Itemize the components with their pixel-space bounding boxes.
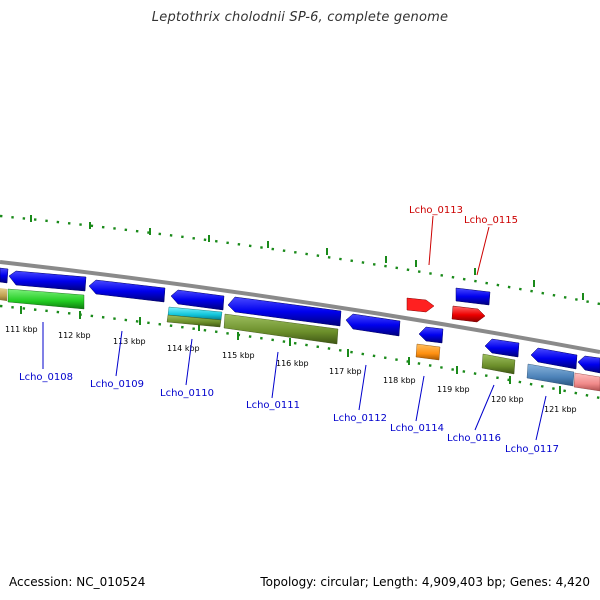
gene-arrow[interactable] xyxy=(530,347,578,370)
forward-strand xyxy=(406,287,491,313)
gene-labels: Lcho_0108 Lcho_0109 Lcho_0110 Lcho_0111 … xyxy=(19,205,559,455)
gene-arrow[interactable] xyxy=(227,296,342,327)
gene-label-lcho-0111[interactable]: Lcho_0111 xyxy=(246,400,300,411)
gene-arrow[interactable] xyxy=(0,267,9,284)
gene-function-bar[interactable] xyxy=(223,313,339,345)
gene-label-lcho-0112[interactable]: Lcho_0112 xyxy=(333,413,387,424)
gene-label-lcho-0115[interactable]: Lcho_0115 xyxy=(464,215,518,226)
gene-label-lcho-0116[interactable]: Lcho_0116 xyxy=(447,433,501,444)
gene-arrow[interactable] xyxy=(418,326,444,344)
tick-label: 120 kbp xyxy=(491,395,524,404)
gene-arrow[interactable] xyxy=(455,287,491,306)
tick-labels: 111 kbp 112 kbp 113 kbp 114 kbp 115 kbp … xyxy=(5,325,577,414)
gene-arrow[interactable] xyxy=(345,313,401,337)
tick-label: 112 kbp xyxy=(58,331,91,340)
map-title: Leptothrix cholodnii SP-6, complete geno… xyxy=(151,10,449,25)
gene-label-lcho-0114[interactable]: Lcho_0114 xyxy=(390,423,444,434)
tick-label: 111 kbp xyxy=(5,325,38,334)
gene-label-lcho-0108[interactable]: Lcho_0108 xyxy=(19,372,73,383)
tick-label: 121 kbp xyxy=(544,405,577,414)
tick-label: 119 kbp xyxy=(437,385,470,394)
gene-function-bar[interactable] xyxy=(526,363,575,387)
outer-scale xyxy=(0,214,600,306)
gene-arrow[interactable] xyxy=(577,355,600,374)
leader-lines xyxy=(42,215,547,441)
genome-summary-text: Topology: circular; Length: 4,909,403 bp… xyxy=(260,575,590,589)
tick-label: 113 kbp xyxy=(113,337,146,346)
gene-function-bar[interactable] xyxy=(481,353,516,375)
gene-arrow[interactable] xyxy=(451,305,486,323)
gene-arrow[interactable] xyxy=(406,297,435,313)
gene-label-lcho-0113[interactable]: Lcho_0113 xyxy=(409,205,463,216)
genome-backbone xyxy=(0,260,600,354)
gene-function-bar[interactable] xyxy=(415,343,441,361)
gene-arrow[interactable] xyxy=(88,279,166,303)
function-band xyxy=(0,288,600,392)
gene-label-lcho-0109[interactable]: Lcho_0109 xyxy=(90,379,144,390)
gene-function-bar[interactable] xyxy=(0,288,7,301)
gene-label-lcho-0117[interactable]: Lcho_0117 xyxy=(505,444,559,455)
accession-text: Accession: NC_010524 xyxy=(9,575,146,589)
gene-label-lcho-0110[interactable]: Lcho_0110 xyxy=(160,388,214,399)
tick-label: 117 kbp xyxy=(329,367,362,376)
tick-label: 114 kbp xyxy=(167,344,200,353)
gene-function-bar[interactable] xyxy=(573,372,600,392)
gene-function-bar[interactable] xyxy=(7,288,85,310)
gene-arrow[interactable] xyxy=(484,338,520,358)
tick-label: 118 kbp xyxy=(383,376,416,385)
gene-function-bar[interactable] xyxy=(166,314,222,328)
tick-label: 116 kbp xyxy=(276,359,309,368)
gene-arrow[interactable] xyxy=(8,270,87,292)
gene-arrow[interactable] xyxy=(170,289,225,311)
reverse-strand xyxy=(0,267,600,374)
tick-label: 115 kbp xyxy=(222,351,255,360)
inner-scale xyxy=(0,304,600,400)
